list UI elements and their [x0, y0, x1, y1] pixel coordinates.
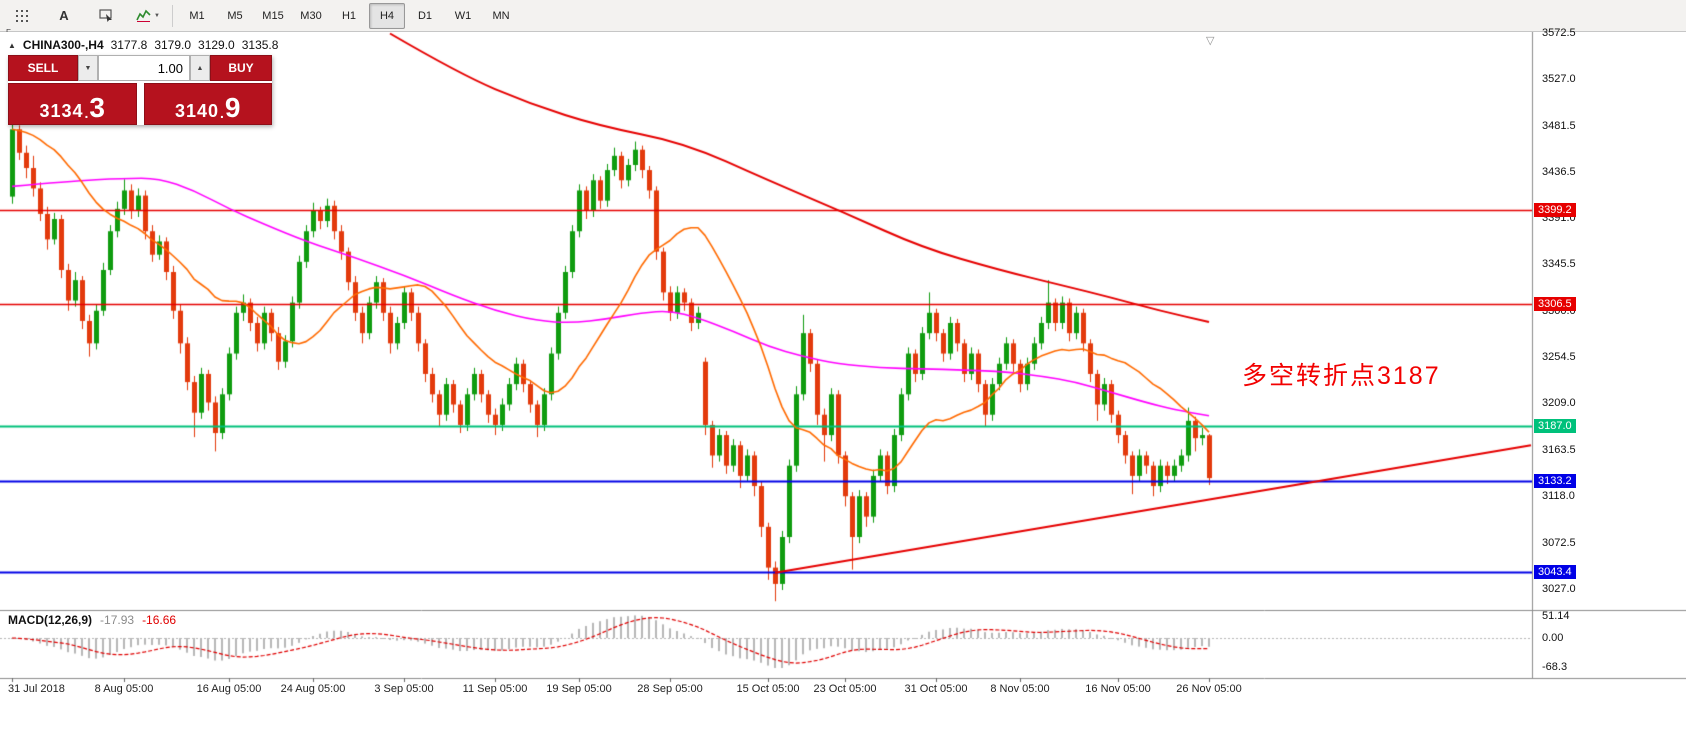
dotted-grid-glyph	[16, 9, 28, 22]
buy-button[interactable]: BUY	[210, 55, 272, 81]
timeframe-button-m15[interactable]: M15	[262, 9, 284, 22]
timeframe-button-d1[interactable]: D1	[417, 9, 433, 22]
sell-price-int: 3134	[39, 101, 84, 121]
symbol-header: ▲ CHINA300-,H4 3177.8 3179.0 3129.0 3135…	[8, 38, 278, 52]
dotted-grid-icon[interactable]: F	[4, 3, 40, 37]
sell-price-pip: 3	[89, 92, 105, 124]
symbol-name: CHINA300-,H4	[22, 38, 104, 52]
oneclick-toggle-icon[interactable]: ▲	[8, 40, 16, 50]
timeframe-button-m30[interactable]: M30	[300, 9, 322, 22]
macd-value-main: -17.93	[100, 613, 135, 627]
chart-annotation: 多空转折点3187	[1242, 362, 1441, 390]
cursor-icon	[98, 8, 112, 22]
ohlc-high: 3179.0	[154, 38, 192, 52]
macd-indicator-header: MACD(12,26,9) -17.93 -16.66	[8, 613, 176, 627]
volume-up-button[interactable]: ▲	[190, 55, 210, 81]
timeframe-button-h1[interactable]: H1	[341, 9, 357, 22]
one-click-trading-panel: SELL ▼ ▲ BUY 3134.3 3140.9	[8, 55, 272, 125]
macd-label: MACD(12,26,9)	[8, 613, 93, 627]
buy-price-display[interactable]: 3140. 9	[143, 83, 272, 125]
indicators-button[interactable]: ▼	[130, 3, 166, 29]
sell-price-display[interactable]: 3134. 3	[8, 83, 137, 125]
sell-button[interactable]: SELL	[8, 55, 78, 81]
timeframe-button-h4[interactable]: H4	[369, 2, 405, 29]
letter-a-icon: A	[59, 8, 69, 23]
timeframe-button-m1[interactable]: M1	[189, 9, 205, 22]
buy-price-pip: 9	[224, 92, 241, 124]
ohlc-close: 3135.8	[241, 38, 279, 52]
chart-shift-marker-icon[interactable]: ▽	[1206, 35, 1215, 47]
text-tool-button[interactable]: A	[46, 3, 82, 29]
timeframe-button-m5[interactable]: M5	[227, 9, 243, 22]
cursor-tool-button[interactable]	[88, 3, 124, 29]
volume-input[interactable]	[98, 55, 190, 81]
ohlc-low: 3129.0	[198, 38, 235, 52]
buy-price-int: 3140	[174, 101, 220, 121]
timeframe-toolbar: M1 M5 M15 M30 H1 H4 D1 W1 MN	[179, 2, 519, 29]
chevron-down-icon: ▼	[154, 12, 160, 19]
timeframe-button-w1[interactable]: W1	[454, 9, 472, 22]
timeframe-button-mn[interactable]: MN	[492, 9, 510, 22]
tools-group: F A ▼	[4, 3, 166, 37]
indicator-line-icon	[136, 9, 151, 22]
macd-value-signal: -16.66	[142, 613, 177, 627]
toolbar-separator	[172, 4, 173, 27]
ohlc-open: 3177.8	[110, 38, 148, 52]
volume-down-button[interactable]: ▼	[78, 55, 98, 81]
top-toolbar: F A ▼ M1 M5 M15 M30 H1 H4 D1 W1 MN	[0, 0, 1686, 37]
chart-canvas[interactable]	[0, 32, 1686, 752]
